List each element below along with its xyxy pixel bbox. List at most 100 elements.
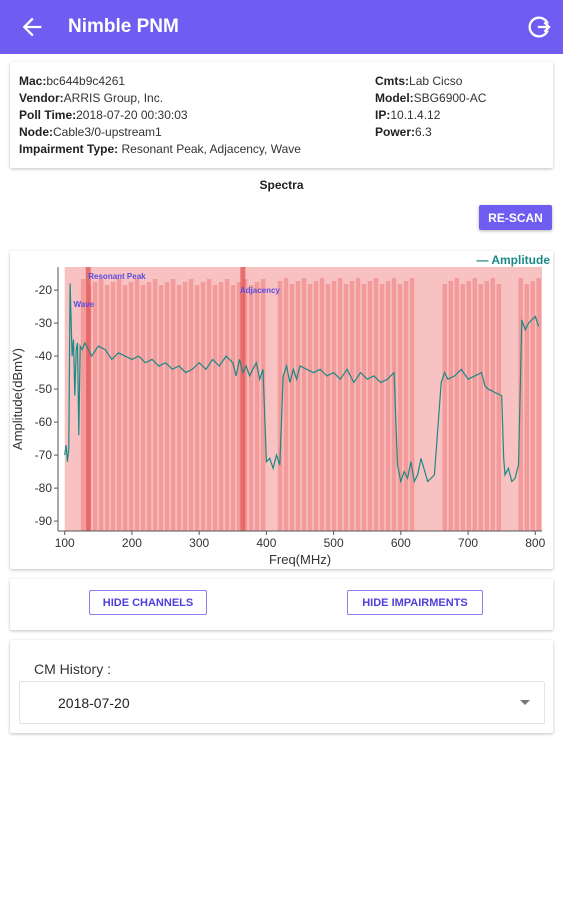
channel-bar [373,278,379,531]
y-tick-label: -60 [35,415,53,429]
cm-history-label: CM History : [34,661,111,677]
y-tick-label: -30 [35,316,53,330]
channel-bar [283,278,289,531]
channel-bar [152,279,158,531]
exit-icon[interactable] [525,13,553,41]
poll-time-row: Poll Time:2018-07-20 00:30:03 [19,108,188,122]
channel-bar [200,282,206,531]
x-tick-label: 100 [55,536,75,550]
cmts-value: Lab Cicso [409,74,463,88]
channel-bar [128,282,134,531]
spectra-title: Spectra [259,178,304,192]
channel-bar [206,279,212,531]
channel-bar [313,281,319,531]
impairment-label: Wave [74,300,95,309]
cm-history-select[interactable]: 2018-07-20 [19,681,545,724]
app-bar: Nimble PNM [0,0,563,54]
impairment-type-value: Resonant Peak, Adjacency, Wave [121,142,301,156]
device-info-left: Mac:bc644b9c4261 Vendor:ARRIS Group, Inc… [19,73,301,158]
channel-bar [484,281,490,531]
hide-channels-button[interactable]: HIDE CHANNELS [89,590,207,615]
channel-bar [110,282,116,531]
channel-bar [98,279,104,531]
x-axis-label: Freq(MHz) [269,552,331,567]
channel-bar [496,284,502,531]
impairment-marker [85,267,91,531]
legend-amplitude: — Amplitude [476,253,550,267]
ip-row: IP:10.1.4.12 [375,108,441,122]
channel-bar [146,282,152,531]
channel-bar [518,278,523,531]
channel-bar [397,284,403,531]
node-row: Node:Cable3/0-upstream1 [19,125,162,139]
arrow-back-icon[interactable] [18,13,46,41]
channel-bar [254,282,260,531]
cm-history-card: CM History : 2018-07-20 [10,640,553,733]
ip-value: 10.1.4.12 [390,108,441,122]
channel-bar [307,284,313,531]
channel-bar [289,284,295,531]
channel-bar [116,279,122,531]
channel-bar [140,285,146,531]
power-row: Power:6.3 [375,125,432,139]
channel-bar [212,285,218,531]
impairment-type-row: Impairment Type: Resonant Peak, Adjacenc… [19,142,301,156]
channel-bar [409,278,415,531]
x-tick-label: 500 [324,536,344,550]
channel-bar [104,285,110,531]
channel-bar [337,278,343,531]
channel-bar [319,278,325,531]
y-tick-label: -90 [35,514,53,528]
channel-bar [379,284,385,531]
channel-bar [248,285,254,531]
chart-controls-card: HIDE CHANNELS HIDE IMPAIRMENTS [10,579,553,630]
model-value: SBG6900-AC [413,91,487,105]
x-tick-label: 600 [391,536,411,550]
channel-bar [230,285,236,531]
channel-bar [466,281,472,531]
channel-bar [277,281,283,531]
x-tick-label: 200 [122,536,142,550]
channel-bar [361,284,367,531]
channel-bar [349,281,355,531]
channel-bar [134,279,140,531]
y-tick-label: -20 [35,283,53,297]
amplitude-line [64,283,540,484]
channel-bar [536,278,541,531]
channel-bar [524,284,529,531]
channel-bar [355,278,361,531]
impairment-marker [240,267,246,531]
channel-bar [122,285,128,531]
model-row: Model:SBG6900-AC [375,91,487,105]
channel-bar [188,279,194,531]
channel-bar [92,282,98,531]
channel-bar [448,281,454,531]
channel-bar [182,282,188,531]
impairment-label: Adjacency [240,286,281,295]
node-value: Cable3/0-upstream1 [53,125,162,139]
channel-bar [490,278,496,531]
channel-bar [295,281,301,531]
channel-bar [218,282,224,531]
channel-bar [385,281,391,531]
cm-history-selected-value: 2018-07-20 [58,695,130,711]
channel-bar [472,278,478,531]
vendor-value: ARRIS Group, Inc. [63,91,164,105]
rescan-button[interactable]: RE-SCAN [479,205,552,230]
hide-impairments-button[interactable]: HIDE IMPAIRMENTS [347,590,483,615]
poll-time-value: 2018-07-20 00:30:03 [76,108,188,122]
channel-bar [260,279,266,531]
channel-bar [194,285,200,531]
impairment-label: Resonant Peak [88,272,146,281]
vendor-row: Vendor:ARRIS Group, Inc. [19,91,164,105]
channel-bar [478,284,484,531]
y-tick-label: -50 [35,382,53,396]
channel-bar [367,281,373,531]
channel-bar [530,281,535,531]
channel-bar [454,278,460,531]
channel-bar [391,278,397,531]
channel-bar [224,279,230,531]
channel-bar [236,282,242,531]
channel-bar [301,278,307,531]
chevron-down-icon [520,700,530,705]
